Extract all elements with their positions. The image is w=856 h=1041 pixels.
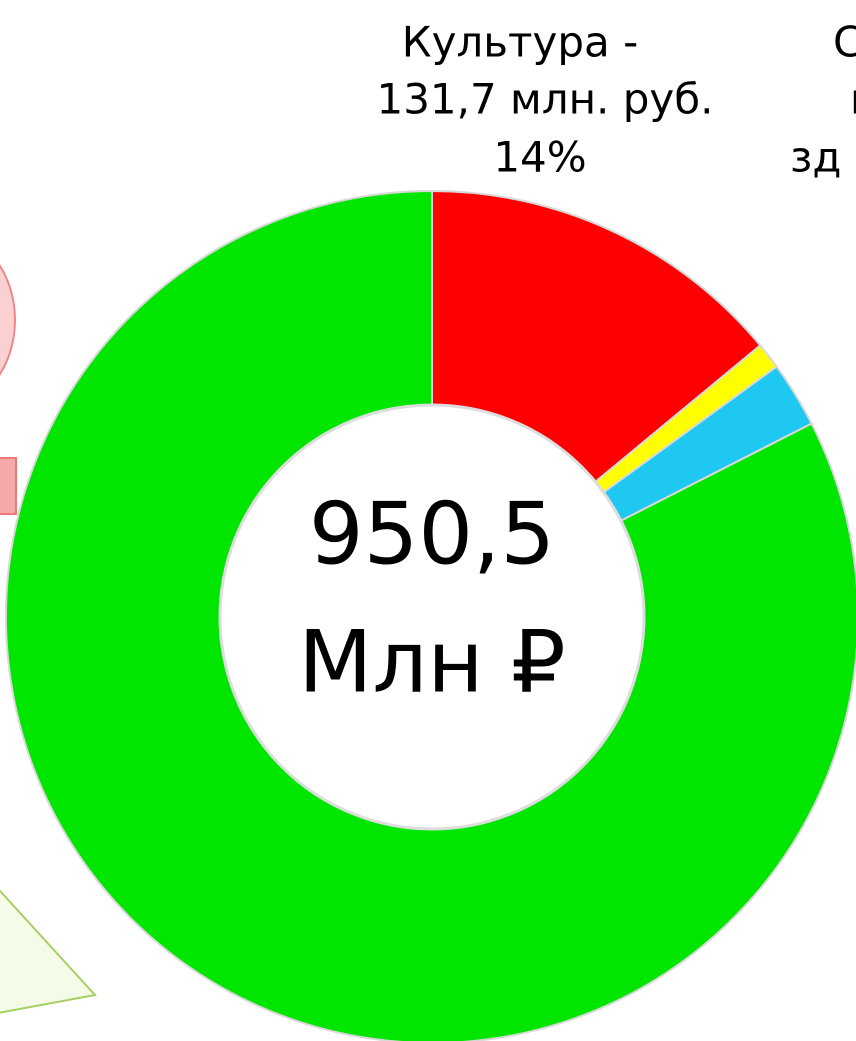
data-label: 14% <box>493 133 586 182</box>
decor-rect <box>0 457 17 515</box>
data-label: 131,7 млн. руб. <box>376 75 713 124</box>
decor-diamond <box>0 889 97 1014</box>
data-label: зд <box>790 133 841 182</box>
donut <box>5 189 856 1041</box>
decor-circle <box>0 264 16 376</box>
center-unit: Млн ₽ <box>298 612 565 712</box>
data-label: С <box>833 18 856 67</box>
center-value: 950,5 <box>309 484 555 584</box>
data-label: Культура - <box>402 18 639 67</box>
donut-hole <box>218 403 646 831</box>
data-label: н <box>850 75 856 124</box>
